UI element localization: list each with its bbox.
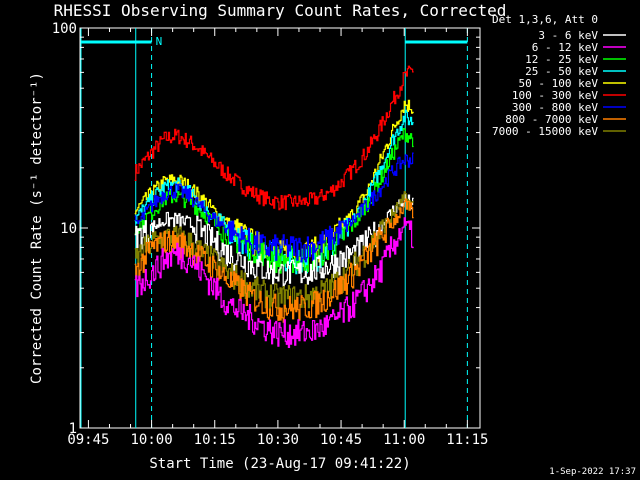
x-tick-label: 09:45 [67,432,109,448]
x-tick-label: 10:45 [320,432,362,448]
legend-label: 3 - 6 keV [538,29,598,42]
timestamp: 1-Sep-2022 17:37 [549,467,636,477]
legend-label: 7000 - 15000 keV [492,125,598,138]
legend-label: 50 - 100 keV [519,77,599,90]
y-axis-label: Corrected Count Rate (s⁻¹ detector⁻¹) [29,72,45,384]
series-line-6 [134,152,414,263]
series-line-5 [134,65,414,211]
series-line-1 [134,217,414,348]
series-line-0 [134,192,414,287]
legend-label: 300 - 800 keV [512,101,598,114]
x-tick-label: 11:15 [446,432,488,448]
x-tick-label: 10:00 [131,432,173,448]
y-tick-label: 10 [60,221,77,237]
legend-label: 6 - 12 keV [532,41,599,54]
y-tick-label: 1 [69,421,77,437]
legend-label: 25 - 50 keV [525,65,598,78]
series-layer [134,65,414,348]
series-line-7 [134,198,414,323]
legend-label: 12 - 25 keV [525,53,598,66]
legend-label: 100 - 300 keV [512,89,598,102]
night-label: N [156,35,163,48]
axis-layer: 1 10 100 09:45 10:00 10:15 10:30 10:45 11:00 11:1… [52,21,489,448]
x-tick-label: 10:15 [194,432,236,448]
x-tick-label: 11:00 [383,432,425,448]
x-tick-label: 10:30 [257,432,299,448]
series-line-4 [134,99,414,269]
chart-title: RHESSI Observing Summary Count Rates, Co… [54,1,507,20]
legend-label: 800 - 7000 keV [505,113,598,126]
legend-title: Det 1,3,6, Att 0 [492,13,598,26]
x-axis-label: Start Time (23-Aug-17 09:41:22) [149,456,410,472]
series-line-2 [134,128,414,274]
y-tick-label: 100 [52,21,77,37]
